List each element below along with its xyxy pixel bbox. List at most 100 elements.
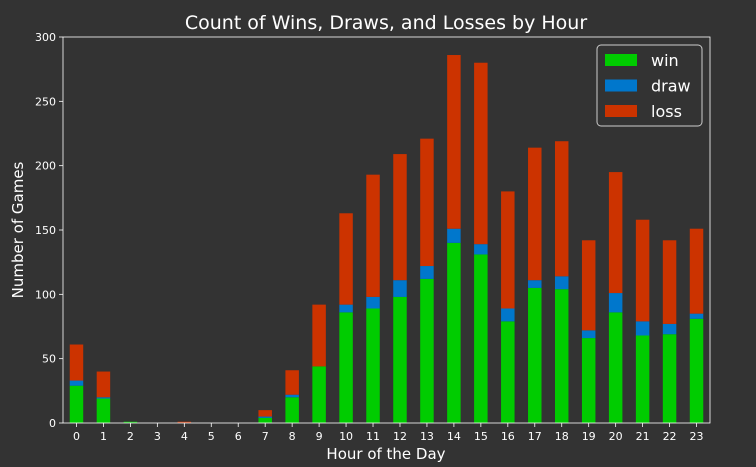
x-tick-label: 18 [555, 430, 569, 443]
y-tick-label: 300 [35, 31, 56, 44]
x-tick-label: 14 [447, 430, 461, 443]
x-tick-label: 5 [208, 430, 215, 443]
bar-win-hour-18 [554, 289, 569, 423]
bar-win-hour-23 [689, 318, 704, 423]
x-tick-label: 12 [393, 430, 407, 443]
x-tick-label: 22 [663, 430, 677, 443]
bar-draw-hour-19 [581, 330, 596, 339]
y-tick-label: 0 [49, 417, 56, 430]
y-tick-label: 250 [35, 95, 56, 108]
bar-win-hour-20 [608, 312, 623, 423]
x-tick-label: 9 [316, 430, 323, 443]
bar-draw-hour-11 [366, 296, 380, 309]
bar-loss-hour-19 [581, 240, 596, 331]
x-tick-label: 19 [582, 430, 596, 443]
x-tick-label: 8 [289, 430, 296, 443]
bar-draw-hour-21 [635, 321, 650, 336]
legend-swatch-draw [605, 79, 637, 92]
bar-draw-hour-23 [689, 313, 704, 319]
x-axis-label: Hour of the Day [326, 445, 445, 463]
bar-loss-hour-13 [420, 138, 434, 267]
bar-loss-hour-21 [635, 219, 650, 322]
bar-loss-hour-9 [312, 304, 326, 367]
bar-draw-hour-14 [447, 228, 461, 243]
x-tick-label: 15 [474, 430, 488, 443]
bar-loss-hour-16 [501, 191, 515, 309]
plot-area [69, 55, 704, 423]
bar-loss-hour-12 [393, 154, 407, 281]
bar-draw-hour-12 [393, 280, 407, 297]
bar-draw-hour-15 [474, 244, 488, 255]
y-tick-label: 50 [42, 353, 56, 366]
bar-draw-hour-7 [258, 416, 272, 418]
bar-draw-hour-18 [554, 276, 569, 290]
x-tick-label: 2 [127, 430, 134, 443]
x-tick-label: 20 [609, 430, 623, 443]
bar-win-hour-22 [662, 334, 677, 423]
bar-loss-hour-17 [528, 147, 542, 281]
x-axis: 0 1 2 3 4 5 6 7 8 9 10 11 12 13 14 15 16 17 18 19 20 21 22 23 [73, 423, 704, 443]
bar-win-hour-16 [501, 321, 515, 423]
bar-loss-hour-23 [689, 228, 704, 314]
x-tick-label: 1 [100, 430, 107, 443]
bar-win-hour-8 [285, 397, 299, 423]
bar-win-hour-15 [474, 254, 488, 423]
bar-draw-hour-13 [420, 266, 434, 279]
bar-win-hour-21 [635, 335, 650, 423]
legend-label-loss: loss [651, 102, 682, 121]
bar-loss-hour-0 [69, 344, 84, 381]
x-tick-label: 6 [235, 430, 242, 443]
bar-loss-hour-15 [474, 62, 488, 245]
bar-loss-hour-10 [339, 213, 353, 305]
bar-win-hour-19 [581, 338, 596, 423]
bar-win-hour-10 [339, 312, 353, 423]
x-tick-label: 7 [262, 430, 269, 443]
bar-draw-hour-10 [339, 304, 353, 313]
bar-win-hour-9 [312, 366, 326, 423]
x-tick-label: 4 [181, 430, 188, 443]
legend: win draw loss [596, 44, 703, 127]
bar-win-hour-1 [96, 398, 111, 423]
x-tick-label: 17 [528, 430, 542, 443]
bar-win-hour-13 [420, 278, 434, 423]
bar-loss-hour-7 [258, 410, 272, 417]
x-tick-label: 21 [636, 430, 650, 443]
bar-loss-hour-11 [366, 174, 380, 297]
bar-win-hour-0 [69, 385, 84, 423]
legend-label-draw: draw [651, 77, 691, 96]
bar-win-hour-17 [528, 287, 542, 423]
bar-draw-hour-1 [96, 397, 111, 399]
bar-draw-hour-20 [608, 293, 623, 313]
bar-loss-hour-1 [96, 371, 111, 398]
y-tick-label: 200 [35, 160, 56, 173]
x-tick-label: 11 [366, 430, 380, 443]
bar-win-hour-12 [393, 296, 407, 423]
x-tick-label: 16 [501, 430, 515, 443]
y-tick-label: 100 [35, 288, 56, 301]
bar-win-hour-14 [447, 242, 461, 423]
bar-draw-hour-8 [285, 394, 299, 398]
bar-loss-hour-14 [447, 55, 461, 229]
x-tick-label: 0 [73, 430, 80, 443]
y-axis-label: Number of Games [9, 161, 27, 298]
bar-win-hour-2 [123, 421, 138, 423]
bar-draw-hour-22 [662, 323, 677, 335]
y-tick-label: 150 [35, 224, 56, 237]
x-tick-label: 3 [154, 430, 161, 443]
bar-win-hour-7 [258, 417, 272, 423]
bar-draw-hour-16 [501, 308, 515, 322]
bar-draw-hour-0 [69, 380, 84, 386]
x-tick-label: 13 [420, 430, 434, 443]
x-tick-label: 10 [339, 430, 353, 443]
bar-draw-hour-17 [528, 280, 542, 288]
legend-swatch-win [605, 54, 637, 66]
chart-title: Count of Wins, Draws, and Losses by Hour [185, 12, 587, 34]
bar-win-hour-11 [366, 308, 380, 423]
bar-loss-hour-22 [662, 240, 677, 324]
y-axis: 0 50 100 150 200 250 300 [35, 31, 63, 430]
legend-swatch-loss [605, 105, 637, 117]
bar-loss-hour-18 [554, 141, 569, 277]
legend-label-win: win [651, 51, 679, 70]
bar-loss-hour-20 [608, 172, 623, 294]
